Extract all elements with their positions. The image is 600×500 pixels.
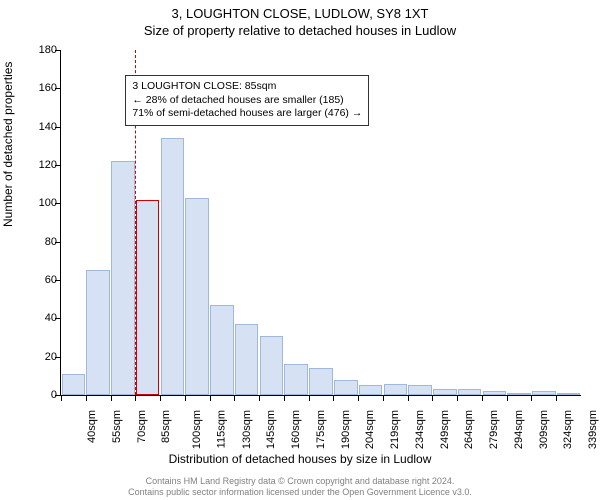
x-tick [135, 395, 136, 401]
x-tick [358, 395, 359, 401]
chart-plot: 02040608010012014016018040sqm55sqm70sqm8… [60, 50, 580, 395]
x-tick [556, 395, 557, 401]
x-tick-label: 70sqm [136, 410, 148, 443]
x-tick-label: 339sqm [587, 410, 599, 449]
histogram-bar [408, 385, 432, 395]
x-tick [259, 395, 260, 401]
y-tick-label: 80 [45, 236, 57, 248]
histogram-bar [86, 270, 110, 395]
histogram-bar [532, 391, 556, 395]
histogram-bar [507, 393, 531, 395]
chart-container: 3, LOUGHTON CLOSE, LUDLOW, SY8 1XT Size … [0, 0, 600, 500]
x-tick-label: 115sqm [215, 410, 227, 448]
x-tick [210, 395, 211, 401]
chart-footer: Contains HM Land Registry data © Crown c… [0, 476, 600, 499]
histogram-bar [458, 389, 482, 395]
x-tick-label: 249sqm [439, 410, 451, 449]
histogram-bar [359, 385, 383, 395]
histogram-bar [210, 305, 234, 395]
annotation-box: 3 LOUGHTON CLOSE: 85sqm← 28% of detached… [125, 75, 369, 126]
x-tick-label: 145sqm [265, 410, 277, 449]
x-tick-label: 309sqm [538, 410, 550, 449]
x-tick-label: 234sqm [414, 410, 426, 449]
chart-title-address: 3, LOUGHTON CLOSE, LUDLOW, SY8 1XT [0, 0, 600, 21]
histogram-bar [62, 374, 86, 395]
x-tick [185, 395, 186, 401]
histogram-bar [384, 384, 408, 396]
x-tick-label: 130sqm [241, 410, 253, 449]
x-tick-label: 294sqm [513, 410, 525, 449]
x-tick-label: 85sqm [160, 410, 172, 443]
plot-area: 02040608010012014016018040sqm55sqm70sqm8… [60, 50, 581, 396]
y-axis-label: Number of detached properties [1, 62, 15, 227]
x-tick [160, 395, 161, 401]
annotation-line: 3 LOUGHTON CLOSE: 85sqm [132, 80, 362, 94]
histogram-bar [433, 389, 457, 395]
x-tick [507, 395, 508, 401]
histogram-bar [185, 198, 209, 395]
histogram-bar [111, 161, 135, 395]
histogram-bar [235, 324, 259, 395]
y-tick-label: 120 [39, 159, 57, 171]
x-tick [383, 395, 384, 401]
x-tick [408, 395, 409, 401]
y-tick-label: 100 [39, 197, 57, 209]
histogram-bar [260, 336, 284, 395]
y-tick-label: 0 [51, 389, 57, 401]
histogram-bar [309, 368, 333, 395]
histogram-bar [334, 380, 358, 395]
footer-line1: Contains HM Land Registry data © Crown c… [0, 476, 600, 487]
x-tick-label: 160sqm [290, 410, 302, 449]
x-tick-label: 279sqm [488, 410, 500, 449]
y-tick-label: 60 [45, 274, 57, 286]
x-tick [531, 395, 532, 401]
x-tick [284, 395, 285, 401]
y-tick-label: 160 [39, 82, 57, 94]
x-tick-label: 324sqm [563, 410, 575, 449]
histogram-bar [161, 138, 185, 395]
x-tick [111, 395, 112, 401]
histogram-bar [284, 364, 308, 395]
chart-title-subtitle: Size of property relative to detached ho… [0, 21, 600, 38]
y-tick-label: 180 [39, 44, 57, 56]
x-tick-label: 100sqm [191, 410, 203, 449]
x-tick-label: 219sqm [389, 410, 401, 449]
x-tick-label: 204sqm [365, 410, 377, 449]
y-tick-label: 20 [45, 351, 57, 363]
x-tick-label: 190sqm [340, 410, 352, 449]
x-tick [482, 395, 483, 401]
x-tick [61, 395, 62, 401]
x-tick [86, 395, 87, 401]
annotation-line: ← 28% of detached houses are smaller (18… [132, 94, 362, 108]
x-tick [309, 395, 310, 401]
histogram-bar [136, 200, 160, 396]
x-tick [457, 395, 458, 401]
x-tick-label: 40sqm [86, 410, 98, 443]
y-tick-label: 40 [45, 312, 57, 324]
x-tick [333, 395, 334, 401]
y-tick-label: 140 [39, 121, 57, 133]
annotation-line: 71% of semi-detached houses are larger (… [132, 107, 362, 121]
histogram-bar [483, 391, 507, 395]
x-tick [432, 395, 433, 401]
x-tick-label: 175sqm [315, 410, 327, 449]
footer-line2: Contains public sector information licen… [0, 487, 600, 498]
x-axis-label: Distribution of detached houses by size … [0, 452, 600, 466]
x-tick [234, 395, 235, 401]
histogram-bar [557, 393, 581, 395]
x-tick-label: 55sqm [111, 410, 123, 443]
x-tick-label: 264sqm [464, 410, 476, 449]
